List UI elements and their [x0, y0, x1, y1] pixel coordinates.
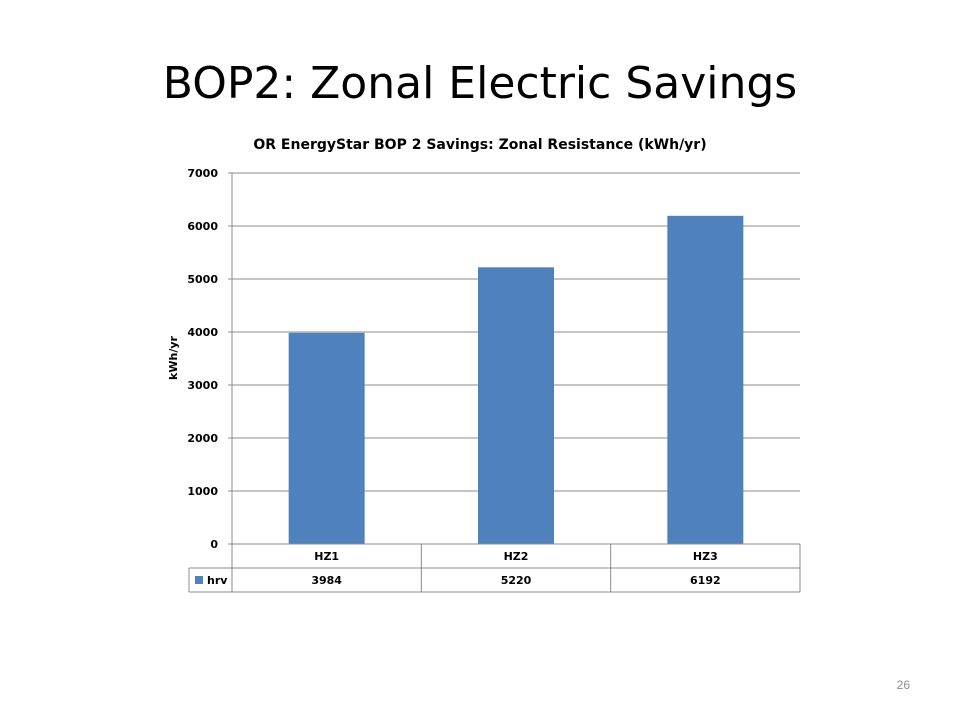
legend-label: hrv [207, 574, 228, 587]
x-category-label: HZ3 [693, 550, 718, 563]
legend-swatch [195, 576, 203, 584]
data-label: 3984 [311, 574, 342, 587]
slide-title: BOP2: Zonal Electric Savings [162, 58, 798, 109]
data-label: 5220 [501, 574, 532, 587]
x-category-label: HZ1 [314, 550, 339, 563]
page-number: 26 [896, 678, 910, 692]
y-tick-label: 3000 [187, 379, 218, 392]
chart-title: OR EnergyStar BOP 2 Savings: Zonal Resis… [253, 137, 706, 153]
y-tick-label: 2000 [187, 432, 218, 445]
y-axis-label: kWh/yr [167, 335, 180, 379]
data-label: 6192 [690, 574, 721, 587]
bar-hz1 [288, 332, 365, 544]
y-tick-label: 4000 [187, 326, 218, 339]
y-tick-label: 7000 [187, 167, 218, 180]
bar-hz3 [667, 215, 744, 544]
y-tick-label: 6000 [187, 220, 218, 233]
y-tick-label: 5000 [187, 273, 218, 286]
bar-hz2 [478, 267, 554, 544]
x-category-label: HZ2 [504, 550, 529, 563]
y-tick-label: 0 [210, 538, 218, 551]
y-tick-label: 1000 [187, 485, 218, 498]
